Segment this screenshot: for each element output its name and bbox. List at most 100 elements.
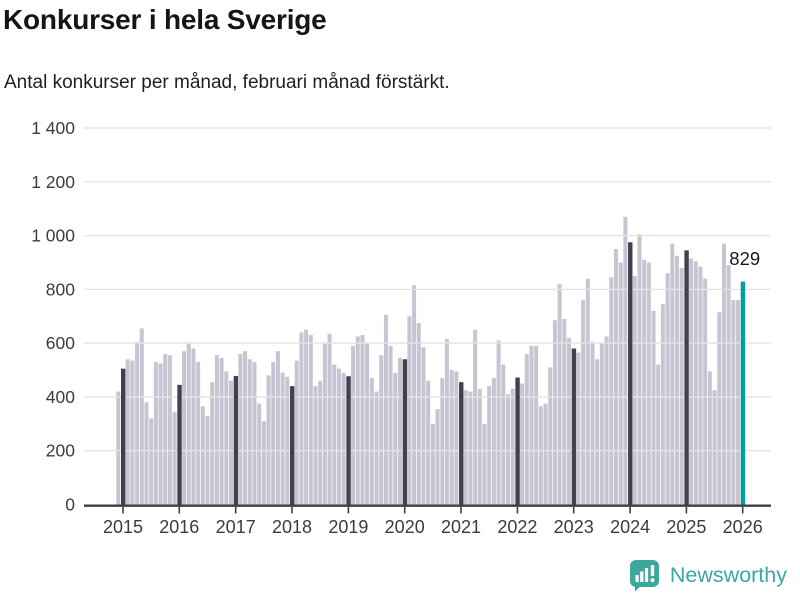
bar-2019-m3 xyxy=(351,345,356,505)
bar-2020-m7 xyxy=(426,380,431,505)
bar-2017-m5 xyxy=(247,359,252,505)
bar-2023-m8 xyxy=(599,343,604,505)
x-tick-label-2015: 2015 xyxy=(103,517,143,537)
bar-2018-m8 xyxy=(318,380,323,505)
page-title: Konkurser i hela Sverige xyxy=(3,4,327,35)
bar-2016-m3 xyxy=(182,351,187,505)
bar-2022-m9 xyxy=(548,367,553,505)
bar-2016-m9 xyxy=(210,382,215,505)
x-tick-label-2024: 2024 xyxy=(610,517,650,537)
bar-2023-m12 xyxy=(618,262,623,505)
bar-2016-m6 xyxy=(196,361,201,505)
y-tick-label-1200: 1 200 xyxy=(31,172,75,192)
bar-2020-m12 xyxy=(449,370,454,505)
bar-2017-m4 xyxy=(243,351,248,505)
bar-2015-m12 xyxy=(167,355,172,505)
bar-2020-m5 xyxy=(416,322,421,505)
y-tick-label-1400: 1 400 xyxy=(31,118,75,138)
bar-2020-m1 xyxy=(398,357,402,505)
bar-2016-m4 xyxy=(186,343,191,505)
bar-2021-m5 xyxy=(473,329,478,505)
bar-2018-m1 xyxy=(285,376,290,505)
bar-2020-m8 xyxy=(430,423,435,505)
bar-2018-m3 xyxy=(294,360,299,505)
bar-2022-m8 xyxy=(543,403,548,505)
bar-2023-m1 xyxy=(567,337,572,505)
bar-2021-m7 xyxy=(482,423,487,505)
chart-subtitle: Antal konkurser per månad, februari måna… xyxy=(4,72,450,93)
bar-2024-m4 xyxy=(637,234,642,505)
brand-name: Newsworthy xyxy=(669,563,787,587)
bar-2024-m10 xyxy=(665,273,670,505)
bar-2019-m7 xyxy=(369,378,374,505)
brand-logo[interactable]: Newsworthy xyxy=(629,559,787,592)
bar-2025-m9 xyxy=(717,312,722,505)
bar-2019-m9 xyxy=(379,355,384,505)
bar-2023-m3 xyxy=(576,352,581,505)
bar-2023-m4 xyxy=(581,300,586,505)
bar-2025-m6 xyxy=(703,278,708,505)
x-tick-label-2020: 2020 xyxy=(385,517,425,537)
bar-2019-m5 xyxy=(360,335,365,505)
bar-2022-m7 xyxy=(538,406,543,505)
bar-2024-m8 xyxy=(656,364,661,505)
bar-2021-m11 xyxy=(501,364,506,505)
bar-2024-m7 xyxy=(651,310,656,505)
bar-2023-m11 xyxy=(613,249,618,505)
bar-2020-m11 xyxy=(444,339,449,505)
bar-2024-m11 xyxy=(670,243,675,505)
y-tick-label-800: 800 xyxy=(46,279,75,299)
bar-2024-m6 xyxy=(646,262,651,505)
y-tick-label-200: 200 xyxy=(46,441,75,461)
bar-2025-m5 xyxy=(698,266,703,505)
x-tick-label-2023: 2023 xyxy=(554,517,594,537)
bar-2021-m8 xyxy=(487,386,492,505)
february-bar-2017 xyxy=(233,375,239,505)
bar-2020-m10 xyxy=(440,378,445,505)
bar-2024-m9 xyxy=(660,304,665,505)
bar-2015-m6 xyxy=(139,328,144,505)
bar-2015-m9 xyxy=(153,361,158,505)
bar-2022-m4 xyxy=(524,353,529,505)
bar-2016-m8 xyxy=(205,415,210,505)
bar-2019-m10 xyxy=(383,314,388,505)
february-bar-2023 xyxy=(571,348,577,505)
bar-2015-m10 xyxy=(158,363,163,505)
bar-2021-m12 xyxy=(505,394,510,505)
bar-2015-m7 xyxy=(144,402,149,505)
bar-2022-m11 xyxy=(557,283,562,505)
x-tick-label-2022: 2022 xyxy=(497,517,537,537)
x-tick-label-2025: 2025 xyxy=(666,517,706,537)
bar-2018-m6 xyxy=(308,335,313,505)
bar-2015-m3 xyxy=(125,359,130,505)
bar-2022-m6 xyxy=(534,345,539,505)
x-tick-label-2016: 2016 xyxy=(159,517,199,537)
x-tick-label-2017: 2017 xyxy=(216,517,256,537)
bar-2016-m1 xyxy=(172,411,177,505)
bar-2024-m1 xyxy=(623,216,628,505)
bar-2019-m1 xyxy=(341,372,346,505)
february-bar-2018 xyxy=(290,386,295,505)
bar-2025-m7 xyxy=(707,371,712,505)
bar-2020-m6 xyxy=(421,347,426,505)
bar-2019-m11 xyxy=(388,345,393,505)
bar-2025-m10 xyxy=(721,243,726,505)
bar-2022-m3 xyxy=(520,383,525,505)
bar-2017-m10 xyxy=(271,361,276,505)
bar-2015-m1 xyxy=(116,391,121,505)
bar-2016-m5 xyxy=(191,348,196,505)
february-bar-2020 xyxy=(402,359,408,505)
bar-2024-m5 xyxy=(642,259,647,505)
y-tick-label-400: 400 xyxy=(46,387,75,407)
bar-2020-m9 xyxy=(435,409,440,505)
bar-2016-m7 xyxy=(200,406,205,505)
bar-2017-m11 xyxy=(275,351,280,505)
bar-2017-m1 xyxy=(228,380,233,505)
bar-2022-m12 xyxy=(562,318,567,505)
bar-2017-m7 xyxy=(257,403,262,505)
bar-2021-m9 xyxy=(491,378,496,505)
bar-2016-m12 xyxy=(224,371,229,505)
bar-2018-m11 xyxy=(332,364,337,505)
bar-2019-m4 xyxy=(355,336,360,505)
bar-2015-m4 xyxy=(130,360,135,505)
